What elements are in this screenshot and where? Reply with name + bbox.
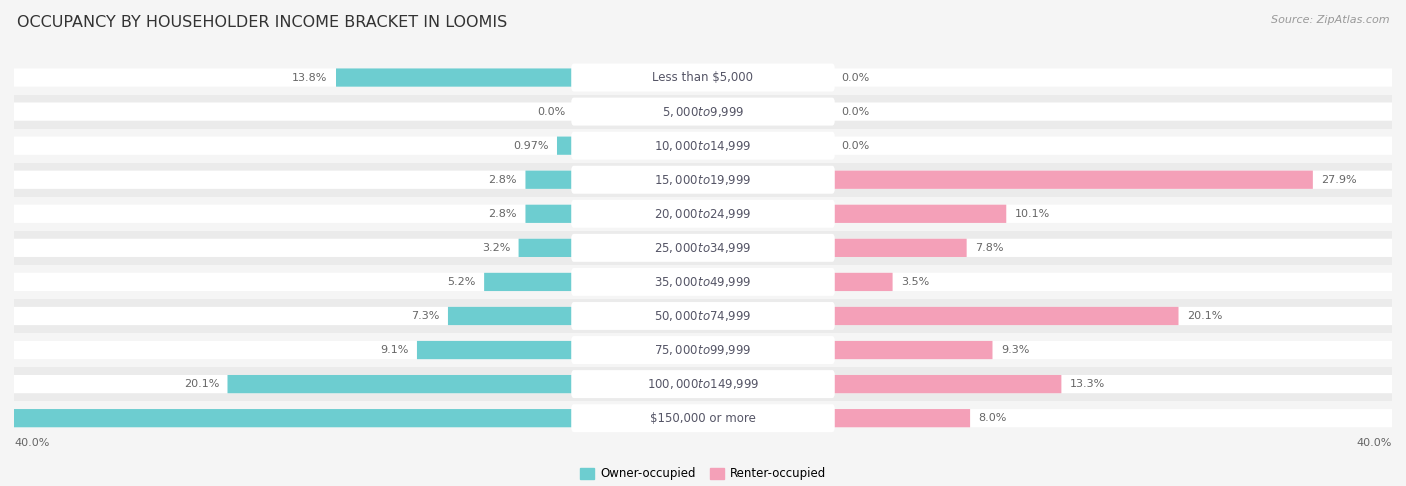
FancyBboxPatch shape: [832, 273, 893, 291]
FancyBboxPatch shape: [14, 307, 1392, 325]
Text: 0.0%: 0.0%: [841, 140, 869, 151]
FancyBboxPatch shape: [571, 404, 835, 432]
Bar: [0, 367, 1406, 401]
FancyBboxPatch shape: [571, 98, 835, 125]
Text: 0.0%: 0.0%: [841, 106, 869, 117]
Bar: [0, 163, 1406, 197]
FancyBboxPatch shape: [14, 205, 1392, 223]
Bar: [0, 129, 1406, 163]
Text: 0.0%: 0.0%: [841, 72, 869, 83]
FancyBboxPatch shape: [571, 302, 835, 330]
Text: 7.8%: 7.8%: [976, 243, 1004, 253]
Text: 20.1%: 20.1%: [184, 379, 219, 389]
FancyBboxPatch shape: [418, 341, 574, 359]
FancyBboxPatch shape: [832, 375, 1062, 393]
FancyBboxPatch shape: [14, 171, 1392, 189]
Bar: [0, 231, 1406, 265]
Text: Source: ZipAtlas.com: Source: ZipAtlas.com: [1271, 15, 1389, 25]
Text: 3.2%: 3.2%: [482, 243, 510, 253]
Bar: [0, 95, 1406, 129]
FancyBboxPatch shape: [832, 205, 1007, 223]
FancyBboxPatch shape: [14, 137, 1392, 155]
FancyBboxPatch shape: [832, 239, 967, 257]
Text: 2.8%: 2.8%: [488, 175, 517, 185]
FancyBboxPatch shape: [571, 234, 835, 262]
Text: 2.8%: 2.8%: [488, 209, 517, 219]
FancyBboxPatch shape: [571, 370, 835, 398]
Bar: [0, 197, 1406, 231]
FancyBboxPatch shape: [228, 375, 574, 393]
Text: $100,000 to $149,999: $100,000 to $149,999: [647, 377, 759, 391]
Legend: Owner-occupied, Renter-occupied: Owner-occupied, Renter-occupied: [575, 463, 831, 485]
FancyBboxPatch shape: [14, 69, 1392, 87]
Text: 27.9%: 27.9%: [1322, 175, 1357, 185]
FancyBboxPatch shape: [571, 336, 835, 364]
FancyBboxPatch shape: [832, 409, 970, 427]
FancyBboxPatch shape: [14, 103, 1392, 121]
Text: 40.0%: 40.0%: [14, 438, 49, 448]
Text: 20.1%: 20.1%: [1187, 311, 1222, 321]
Text: Less than $5,000: Less than $5,000: [652, 71, 754, 84]
FancyBboxPatch shape: [571, 200, 835, 228]
Text: $20,000 to $24,999: $20,000 to $24,999: [654, 207, 752, 221]
Text: 9.1%: 9.1%: [380, 345, 409, 355]
Bar: [0, 61, 1406, 95]
FancyBboxPatch shape: [484, 273, 574, 291]
FancyBboxPatch shape: [336, 69, 574, 87]
Text: $35,000 to $49,999: $35,000 to $49,999: [654, 275, 752, 289]
Text: $5,000 to $9,999: $5,000 to $9,999: [662, 104, 744, 119]
FancyBboxPatch shape: [0, 409, 574, 427]
Text: 40.0%: 40.0%: [1357, 438, 1392, 448]
Text: 7.3%: 7.3%: [411, 311, 440, 321]
Text: $15,000 to $19,999: $15,000 to $19,999: [654, 173, 752, 187]
FancyBboxPatch shape: [526, 171, 574, 189]
FancyBboxPatch shape: [14, 341, 1392, 359]
Text: 8.0%: 8.0%: [979, 413, 1007, 423]
FancyBboxPatch shape: [14, 409, 1392, 427]
FancyBboxPatch shape: [449, 307, 574, 325]
Text: $75,000 to $99,999: $75,000 to $99,999: [654, 343, 752, 357]
FancyBboxPatch shape: [832, 341, 993, 359]
Bar: [0, 401, 1406, 435]
Text: 13.8%: 13.8%: [292, 72, 328, 83]
Text: 0.0%: 0.0%: [537, 106, 565, 117]
Text: OCCUPANCY BY HOUSEHOLDER INCOME BRACKET IN LOOMIS: OCCUPANCY BY HOUSEHOLDER INCOME BRACKET …: [17, 15, 508, 30]
Text: 13.3%: 13.3%: [1070, 379, 1105, 389]
FancyBboxPatch shape: [14, 273, 1392, 291]
FancyBboxPatch shape: [14, 239, 1392, 257]
FancyBboxPatch shape: [571, 268, 835, 296]
FancyBboxPatch shape: [832, 171, 1313, 189]
FancyBboxPatch shape: [526, 205, 574, 223]
Text: 3.5%: 3.5%: [901, 277, 929, 287]
FancyBboxPatch shape: [571, 132, 835, 159]
Text: $150,000 or more: $150,000 or more: [650, 412, 756, 425]
Text: 9.3%: 9.3%: [1001, 345, 1029, 355]
Bar: [0, 333, 1406, 367]
Text: 0.97%: 0.97%: [513, 140, 548, 151]
FancyBboxPatch shape: [571, 64, 835, 91]
Bar: [0, 265, 1406, 299]
FancyBboxPatch shape: [832, 307, 1178, 325]
Text: $25,000 to $34,999: $25,000 to $34,999: [654, 241, 752, 255]
Text: $50,000 to $74,999: $50,000 to $74,999: [654, 309, 752, 323]
FancyBboxPatch shape: [519, 239, 574, 257]
FancyBboxPatch shape: [557, 137, 574, 155]
Text: 5.2%: 5.2%: [447, 277, 475, 287]
Bar: [0, 299, 1406, 333]
FancyBboxPatch shape: [14, 375, 1392, 393]
Text: 10.1%: 10.1%: [1015, 209, 1050, 219]
FancyBboxPatch shape: [571, 166, 835, 194]
Text: $10,000 to $14,999: $10,000 to $14,999: [654, 139, 752, 153]
